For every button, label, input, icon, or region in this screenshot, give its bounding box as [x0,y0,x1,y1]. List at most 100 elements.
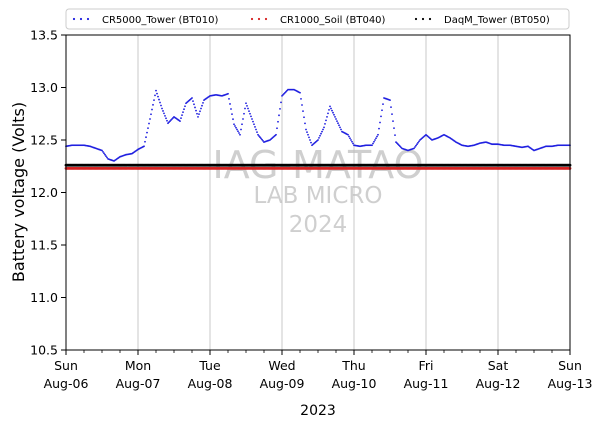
data-point-cr5000 [333,113,335,116]
data-point-cr5000 [244,107,246,110]
data-point-cr5000 [243,112,245,115]
data-point-cr5000 [201,104,203,107]
data-point-cr5000 [164,114,166,117]
data-point-cr5000 [146,131,148,134]
data-point-cr5000 [165,117,167,120]
data-point-cr5000 [279,107,281,110]
data-point-cr5000 [277,120,279,123]
data-point-cr5000 [193,103,195,106]
data-point-cr5000 [278,114,280,117]
legend-swatch-dot [414,17,418,21]
data-point-cr5000 [350,139,352,141]
data-point-cr5000 [191,97,193,99]
data-point-cr5000 [393,127,395,129]
data-point-cr5000 [308,136,310,139]
legend-label-cr1000: CR1000_Soil (BT040) [280,15,386,26]
data-point-cr5000 [151,108,153,111]
data-point-cr5000 [104,153,106,156]
data-point-cr5000 [194,106,196,109]
data-point-cr5000 [324,123,326,125]
data-point-cr5000 [326,116,328,118]
data-point-cr5000 [378,127,380,130]
data-point-cr5000 [105,155,107,158]
data-point-cr5000 [153,99,155,101]
legend-swatch-dot [428,17,432,21]
data-point-cr5000 [336,120,338,122]
data-point-cr5000 [320,132,322,135]
data-point-cr5000 [166,119,168,122]
data-point-cr5000 [380,115,382,118]
legend-swatch-dot [257,17,261,21]
data-point-cr5000 [156,92,158,95]
y-axis: 10.5 11.0 11.5 12.0 12.5 13.0 13.5 [30,28,66,358]
data-point-cr5000 [106,156,108,159]
data-point-cr5000 [198,113,200,115]
data-point-cr5000 [327,112,329,115]
data-point-cr5000 [143,145,145,148]
x-tick-label-day: Fri [419,358,434,373]
data-point-cr5000 [348,135,350,138]
data-point-cr5000 [161,107,163,110]
data-point-cr5000 [299,91,301,94]
x-tick-label-day: Thu [341,358,365,373]
data-point-cr5000 [180,117,182,120]
data-point-cr5000 [149,118,151,120]
data-point-cr5000 [251,118,253,120]
y-tick-label: 12.5 [30,133,58,148]
data-point-cr5000 [335,118,337,120]
x-tick-label-date: Aug-08 [188,376,233,391]
x-tick-label-day: Sun [54,358,78,373]
y-tick-label: 13.5 [30,28,58,43]
legend-swatch-dot [250,17,254,21]
data-point-cr5000 [199,110,201,113]
data-point-cr5000 [332,111,334,114]
data-point-cr5000 [305,128,307,131]
data-point-cr5000 [158,98,160,101]
data-point-cr5000 [237,130,239,133]
data-point-cr5000 [228,97,230,100]
y-tick-label: 11.0 [30,290,58,305]
data-point-cr5000 [230,108,232,110]
y-tick-label: 10.5 [30,343,58,358]
data-point-cr5000 [183,108,185,111]
data-point-cr5000 [280,101,282,104]
data-point-cr5000 [318,137,320,139]
data-point-cr5000 [245,102,247,105]
data-point-cr5000 [331,109,333,112]
data-point-cr5000 [235,126,237,129]
y-tick-label: 11.5 [30,238,58,253]
data-point-cr5000 [328,109,330,111]
x-tick-label-date: Aug-11 [404,376,449,391]
x-axis: Sun Aug-06 Mon Aug-07 Tue Aug-08 Wed Aug-09 Thu A… [44,350,592,391]
data-point-cr5000 [248,110,250,113]
legend: CR5000_Tower (BT010) CR1000_Soil (BT040)… [65,8,570,30]
legend-frame [65,8,570,30]
data-point-cr5000 [147,127,149,129]
data-point-cr5000 [262,139,264,142]
data-point-cr5000 [179,120,181,122]
legend-swatch-dot [421,17,425,21]
legend-label-daqm: DaqM_Tower (BT050) [444,15,550,26]
legend-label-cr5000: CR5000_Tower (BT010) [102,15,218,26]
data-point-cr5000 [330,107,332,110]
y-tick-label: 12.0 [30,185,58,200]
data-point-cr5000 [413,147,415,150]
data-point-cr5000 [238,132,240,134]
data-point-cr5000 [150,113,152,116]
data-point-cr5000 [159,101,161,104]
data-point-cr5000 [239,133,241,136]
data-point-cr5000 [323,126,325,129]
data-point-cr5000 [352,142,354,145]
data-point-cr5000 [394,134,396,137]
series-2 [64,163,572,167]
x-tick-label-date: Aug-10 [332,376,377,391]
data-point-cr5000 [379,121,381,124]
data-point-cr5000 [302,110,304,113]
x-tick-label-day: Sun [558,358,582,373]
data-point-cr5000 [256,131,258,134]
data-point-cr5000 [300,97,302,100]
data-point-cr5000 [309,139,311,141]
x-tick-label-date: Aug-09 [260,376,305,391]
data-point-cr5000 [347,133,349,136]
